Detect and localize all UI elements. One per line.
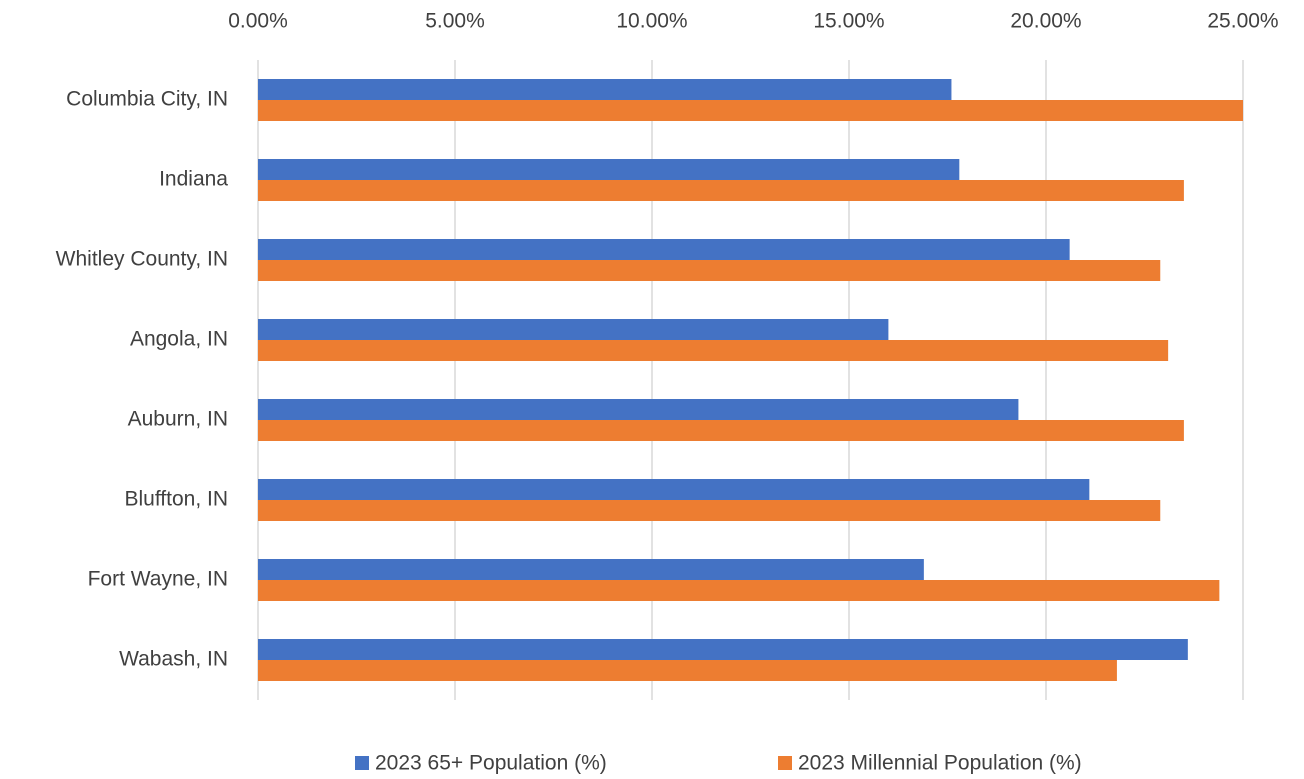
bar — [258, 79, 952, 100]
bar — [258, 180, 1184, 201]
y-tick-label: Fort Wayne, IN — [88, 568, 228, 591]
bar — [258, 159, 960, 180]
bar — [258, 479, 1090, 500]
y-tick-label: Wabash, IN — [119, 648, 228, 671]
legend-swatch — [778, 756, 792, 770]
bar — [258, 239, 1070, 260]
bar — [258, 500, 1161, 521]
x-tick-label: 0.00% — [228, 10, 288, 33]
legend-label: 2023 Millennial Population (%) — [798, 752, 1082, 775]
bar — [258, 260, 1161, 281]
bar — [258, 100, 1243, 121]
bar — [258, 660, 1117, 681]
legend-swatch — [355, 756, 369, 770]
bar — [258, 639, 1188, 660]
bar — [258, 340, 1169, 361]
bar — [258, 580, 1220, 601]
y-tick-label: Whitley County, IN — [56, 248, 228, 271]
x-tick-label: 25.00% — [1207, 10, 1278, 33]
y-tick-label: Bluffton, IN — [124, 488, 228, 511]
x-tick-label: 5.00% — [425, 10, 485, 33]
bar — [258, 319, 889, 340]
y-tick-label: Auburn, IN — [128, 408, 228, 431]
y-tick-label: Columbia City, IN — [66, 88, 228, 111]
legend-label: 2023 65+ Population (%) — [375, 752, 607, 775]
y-tick-label: Angola, IN — [130, 328, 228, 351]
bar — [258, 399, 1019, 420]
bar — [258, 420, 1184, 441]
x-tick-label: 20.00% — [1010, 10, 1081, 33]
y-tick-label: Indiana — [159, 168, 228, 191]
x-tick-label: 15.00% — [813, 10, 884, 33]
bar — [258, 559, 924, 580]
x-tick-label: 10.00% — [616, 10, 687, 33]
